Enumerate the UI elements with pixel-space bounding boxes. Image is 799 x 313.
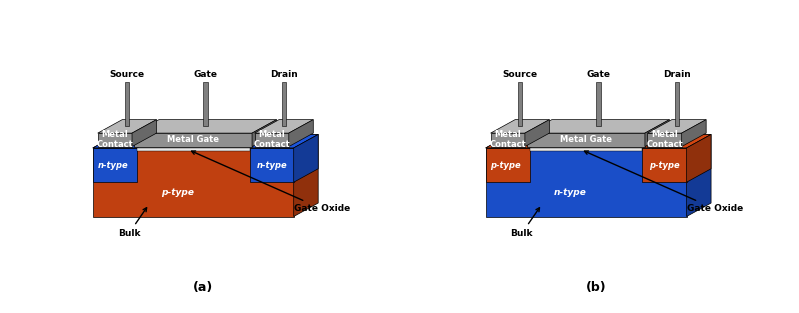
Text: (b): (b) bbox=[586, 281, 606, 294]
Polygon shape bbox=[255, 133, 288, 146]
Text: n-type: n-type bbox=[554, 188, 586, 197]
Polygon shape bbox=[686, 135, 711, 217]
Polygon shape bbox=[682, 120, 706, 146]
Polygon shape bbox=[93, 135, 161, 148]
Polygon shape bbox=[134, 120, 276, 133]
Polygon shape bbox=[645, 120, 670, 146]
Polygon shape bbox=[686, 135, 711, 182]
Text: n-type: n-type bbox=[97, 161, 128, 170]
Polygon shape bbox=[282, 82, 286, 126]
Polygon shape bbox=[93, 135, 318, 148]
Polygon shape bbox=[97, 120, 157, 133]
Polygon shape bbox=[491, 120, 550, 133]
Text: Gate Oxide: Gate Oxide bbox=[192, 151, 350, 213]
Polygon shape bbox=[93, 148, 137, 182]
Text: Metal
Contact: Metal Contact bbox=[489, 131, 526, 149]
Text: Metal
Contact: Metal Contact bbox=[646, 131, 683, 149]
Polygon shape bbox=[596, 82, 601, 126]
Polygon shape bbox=[647, 120, 706, 133]
Polygon shape bbox=[132, 120, 157, 146]
Text: Metal
Contact: Metal Contact bbox=[97, 131, 133, 149]
Polygon shape bbox=[255, 120, 313, 133]
Text: Metal Gate: Metal Gate bbox=[167, 135, 219, 144]
Text: Source: Source bbox=[109, 70, 145, 79]
Polygon shape bbox=[530, 135, 667, 148]
Polygon shape bbox=[486, 148, 686, 217]
Polygon shape bbox=[674, 82, 679, 126]
Text: p-type: p-type bbox=[491, 161, 521, 170]
Text: p-type: p-type bbox=[650, 161, 680, 170]
Polygon shape bbox=[518, 82, 523, 126]
Text: Bulk: Bulk bbox=[117, 208, 146, 238]
Polygon shape bbox=[486, 148, 530, 182]
Polygon shape bbox=[294, 135, 318, 182]
Polygon shape bbox=[527, 133, 645, 146]
Polygon shape bbox=[525, 120, 550, 146]
Text: (a): (a) bbox=[193, 281, 213, 294]
Polygon shape bbox=[249, 135, 318, 148]
Text: Metal
Contact: Metal Contact bbox=[253, 131, 290, 149]
Polygon shape bbox=[642, 135, 711, 148]
Polygon shape bbox=[486, 135, 555, 148]
Polygon shape bbox=[125, 82, 129, 126]
Polygon shape bbox=[134, 133, 252, 146]
Text: Gate: Gate bbox=[193, 70, 217, 79]
Text: Drain: Drain bbox=[270, 70, 298, 79]
Polygon shape bbox=[527, 120, 670, 133]
Text: n-type: n-type bbox=[256, 161, 287, 170]
Polygon shape bbox=[642, 148, 686, 182]
Polygon shape bbox=[93, 148, 294, 217]
Text: Gate Oxide: Gate Oxide bbox=[584, 151, 743, 213]
Polygon shape bbox=[137, 148, 249, 151]
Text: Drain: Drain bbox=[663, 70, 690, 79]
Polygon shape bbox=[491, 133, 525, 146]
Text: Source: Source bbox=[503, 70, 538, 79]
Polygon shape bbox=[203, 82, 208, 126]
Polygon shape bbox=[97, 133, 132, 146]
Text: Metal Gate: Metal Gate bbox=[560, 135, 612, 144]
Text: p-type: p-type bbox=[161, 188, 193, 197]
Polygon shape bbox=[252, 120, 276, 146]
Polygon shape bbox=[288, 120, 313, 146]
Polygon shape bbox=[249, 148, 294, 182]
Polygon shape bbox=[486, 135, 711, 148]
Polygon shape bbox=[137, 135, 274, 148]
Polygon shape bbox=[530, 148, 642, 151]
Polygon shape bbox=[294, 135, 318, 217]
Polygon shape bbox=[647, 133, 682, 146]
Text: Gate: Gate bbox=[586, 70, 610, 79]
Text: Bulk: Bulk bbox=[511, 208, 539, 238]
